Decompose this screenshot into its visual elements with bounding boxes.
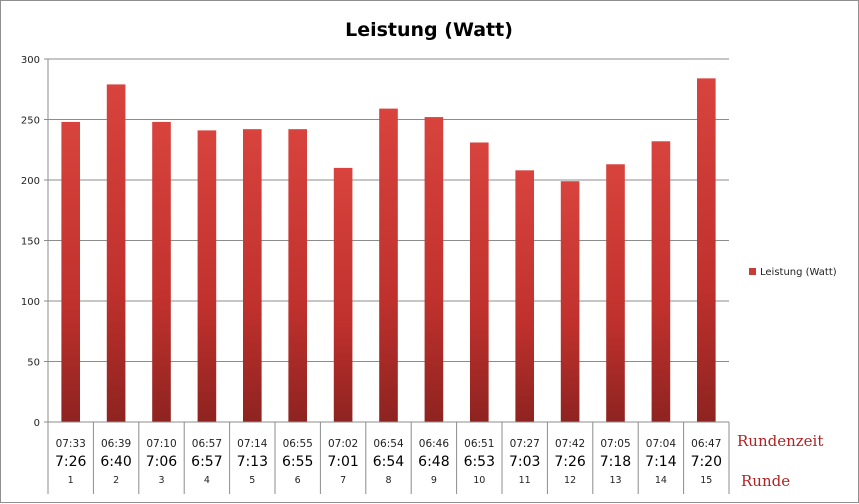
tick-label-round: 6	[295, 475, 301, 486]
tick-label-round: 12	[564, 475, 576, 486]
tick-label-large: 7:20	[691, 454, 722, 470]
tick-label-small: 06:55	[283, 438, 313, 450]
bar-7	[333, 167, 353, 422]
tick-label-round: 14	[655, 475, 667, 486]
tick-label-large: 6:53	[464, 454, 495, 470]
tick-label-small: 06:46	[419, 438, 450, 450]
tick-label-large: 7:14	[645, 454, 677, 470]
bar-10	[469, 142, 489, 423]
legend: Leistung (Watt)	[749, 267, 837, 278]
rundenzeit-label: Rundenzeit	[737, 432, 823, 450]
tick-label-small: 06:51	[464, 438, 494, 450]
tick-label-round: 2	[113, 475, 119, 486]
legend-label: Leistung (Watt)	[760, 267, 837, 278]
tick-label-small: 07:02	[328, 438, 358, 450]
bar-11	[515, 170, 535, 422]
bar-4	[197, 130, 217, 422]
y-tick-label: 250	[21, 116, 40, 127]
tick-label-large: 6:54	[373, 454, 405, 470]
bar-3	[152, 121, 171, 423]
bar-13	[606, 164, 625, 422]
tick-label-round: 8	[385, 475, 391, 486]
category-table: 07:33 7:26 1 06:39 6:40 2 07:10 7:06 3 06:57 6:57 4…	[47, 421, 730, 494]
tick-label-round: 13	[609, 475, 621, 486]
tick-label-small: 06:54	[373, 438, 404, 450]
y-axis-ticks: 0 50 100 150 200 250 300	[21, 55, 40, 429]
tick-label-round: 11	[519, 475, 531, 486]
tick-label-round: 15	[700, 475, 712, 486]
tick-label-small: 07:05	[600, 438, 630, 450]
tick-label-large: 6:55	[282, 454, 313, 470]
tick-label-large: 6:40	[100, 454, 131, 470]
tick-label-large: 6:57	[191, 454, 222, 470]
tick-label-large: 7:26	[554, 454, 586, 470]
tick-label-round: 4	[204, 475, 210, 486]
tick-label-small: 07:33	[56, 438, 86, 450]
tick-label-round: 7	[340, 475, 346, 486]
tick-label-round: 9	[431, 475, 437, 486]
tick-label-round: 1	[68, 475, 74, 486]
tick-label-small: 07:14	[237, 438, 268, 450]
bar-9	[424, 117, 444, 422]
bar-6	[288, 129, 308, 422]
tick-label-round: 5	[249, 475, 255, 486]
tick-label-small: 07:10	[146, 438, 176, 450]
tick-label-large: 7:26	[55, 454, 87, 470]
legend-swatch	[749, 268, 756, 275]
tick-label-small: 06:57	[192, 438, 222, 450]
tick-label-round: 10	[473, 475, 485, 486]
tick-label-small: 06:39	[101, 438, 131, 450]
y-tick-label: 300	[21, 55, 40, 66]
tick-label-large: 7:06	[146, 454, 178, 470]
y-tick-label: 200	[21, 176, 40, 187]
bar-2	[106, 84, 126, 422]
bar-8	[379, 108, 398, 423]
tick-label-large: 7:03	[509, 454, 540, 470]
tick-label-large: 7:13	[237, 454, 268, 470]
y-tick-label: 0	[34, 418, 40, 429]
tick-label-small: 06:47	[691, 438, 721, 450]
tick-label-small: 07:27	[510, 438, 540, 450]
bar-12	[560, 181, 580, 422]
runde-label: Runde	[741, 472, 790, 490]
bar-15	[696, 78, 716, 423]
tick-label-round: 3	[158, 475, 164, 486]
tick-label-large: 6:48	[418, 454, 449, 470]
y-tick-label: 50	[27, 358, 40, 369]
y-tick-label: 100	[21, 297, 40, 308]
bar-5	[242, 129, 262, 422]
bar-14	[651, 141, 671, 422]
tick-label-small: 07:04	[646, 438, 677, 450]
bar-1	[61, 121, 81, 423]
y-tick-label: 150	[21, 237, 40, 248]
tick-label-small: 07:42	[555, 438, 585, 450]
chart-title: Leistung (Watt)	[345, 19, 513, 41]
tick-label-large: 7:18	[600, 454, 631, 470]
tick-label-large: 7:01	[327, 454, 358, 470]
bars	[61, 78, 716, 423]
